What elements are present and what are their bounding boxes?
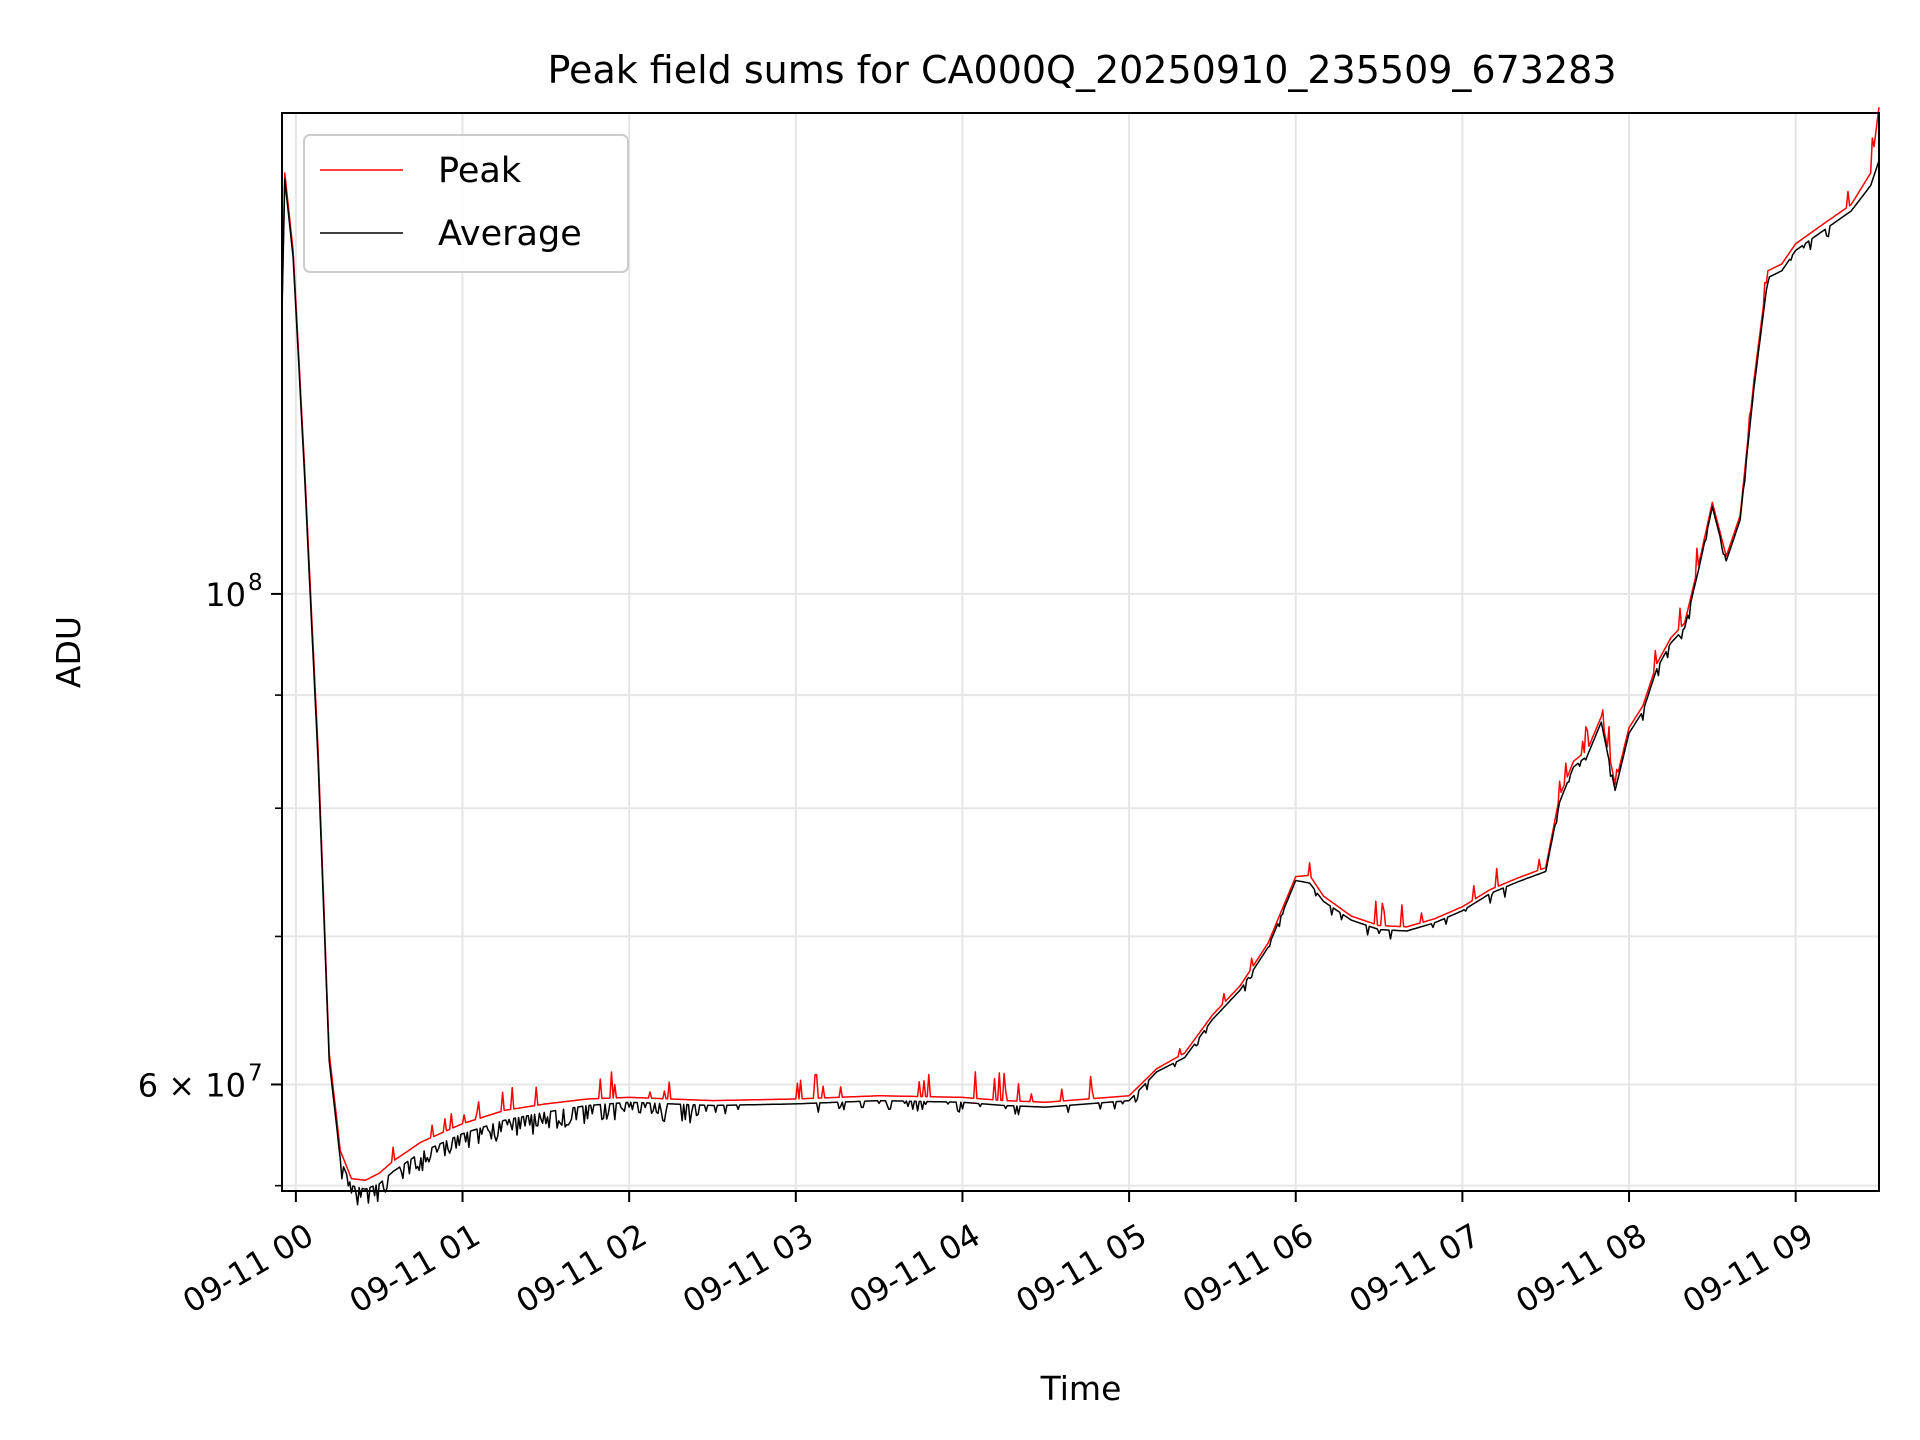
series-line-peak [281,107,1880,1182]
x-axis-label: Time [1040,1369,1122,1408]
y-tick-label: 10 [205,576,246,614]
grid-lines [282,113,1879,1191]
plot-frame [281,112,1880,1192]
y-tick-label-exponent: 8 [248,570,263,596]
y-tick-label: 6 × 10 [138,1066,246,1104]
series-lines [281,107,1880,1206]
legend-average-label: Average [438,214,582,254]
y-axis-label: ADU [49,616,88,688]
legend: Peak Average [303,134,629,273]
series-line-average [281,160,1880,1206]
legend-peak-label: Peak [438,151,522,191]
chart-title: Peak field sums for CA000Q_20250910_2355… [548,48,1617,92]
y-tick-label-exponent: 7 [248,1060,263,1086]
